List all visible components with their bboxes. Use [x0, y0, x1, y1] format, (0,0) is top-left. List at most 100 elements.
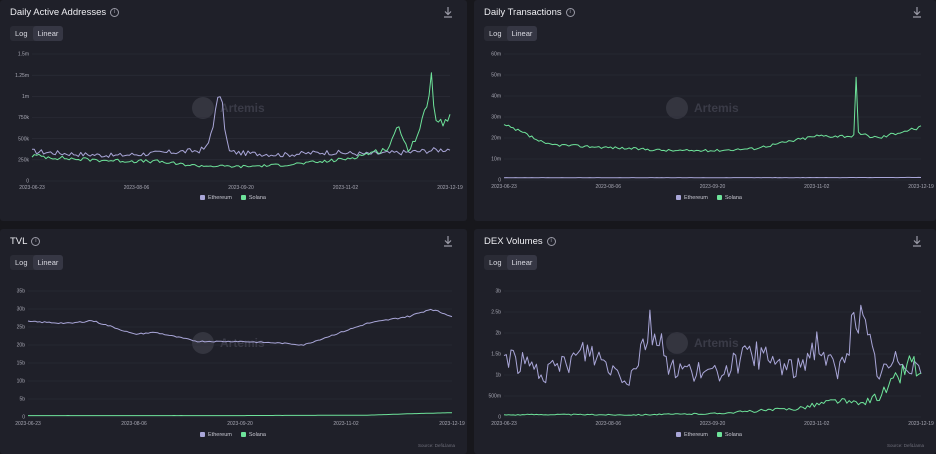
y-tick-label: 0 [22, 415, 25, 421]
x-tick-label: 2023-11-02 [333, 421, 358, 427]
x-tick-label: 2023-06-23 [19, 185, 45, 191]
legend-item-solana[interactable]: Solana [240, 432, 266, 438]
y-tick-label: 10m [491, 157, 501, 163]
x-tick-label: 2023-08-06 [121, 421, 147, 427]
x-tick-label: 2023-11-02 [333, 185, 358, 191]
x-tick-label: 2023-12-19 [908, 421, 934, 427]
legend: Ethereum Solana [200, 195, 266, 201]
chart-panel-daily-transactions: Daily Transactions i Log Linear Artemis … [474, 0, 936, 221]
y-tick-label: 500m [488, 394, 501, 400]
legend-item-solana[interactable]: Solana [716, 195, 742, 201]
series-line-ethereum[interactable] [503, 304, 922, 386]
y-tick-label: 3b [495, 289, 501, 295]
info-icon[interactable]: i [31, 237, 41, 246]
scale-linear-button[interactable]: Linear [506, 26, 538, 41]
chart-panel-tvl: TVL i Log Linear Artemis 0 5b 10b 15b 20b 25b… [0, 229, 467, 454]
gridlines [32, 53, 450, 182]
gridlines [28, 290, 452, 418]
gridlines [504, 53, 921, 181]
series-line-ethereum[interactable] [27, 308, 453, 346]
y-tick-label: 0 [498, 415, 501, 421]
legend-item-ethereum[interactable]: Ethereum [200, 432, 232, 438]
legend-item-ethereum[interactable]: Ethereum [200, 195, 232, 201]
scale-log-button[interactable]: Log [489, 29, 502, 38]
series-line-ethereum[interactable] [32, 96, 451, 158]
series-line-solana[interactable] [503, 355, 922, 416]
y-tick-label: 30m [491, 115, 501, 121]
source-note: Source: DefiLlama [886, 443, 924, 448]
series-line-solana[interactable] [28, 412, 453, 417]
series-line-solana[interactable] [503, 76, 922, 153]
y-tick-label: 15b [17, 361, 26, 367]
chart-title-text: Daily Transactions [484, 7, 562, 18]
scale-toggle: Log Linear [10, 26, 64, 41]
y-tick-label: 1b [495, 373, 501, 379]
scale-toggle: Log Linear [10, 255, 64, 270]
y-tick-label: 60m [491, 52, 501, 58]
info-icon[interactable]: i [110, 8, 120, 17]
y-tick-label: 0 [498, 178, 501, 184]
info-icon[interactable]: i [546, 237, 556, 246]
legend-item-ethereum[interactable]: Ethereum [676, 195, 708, 201]
chart-title: DEX Volumes i [484, 236, 556, 247]
x-tick-label: 2023-12-19 [439, 421, 465, 427]
chart-panel-daily-active-addresses: Daily Active Addresses i Log Linear Arte… [0, 0, 467, 221]
x-tick-label: 2023-06-23 [491, 184, 517, 190]
download-icon[interactable] [912, 6, 922, 18]
series-line-solana[interactable] [31, 72, 451, 169]
legend-item-solana[interactable]: Solana [716, 432, 742, 438]
scale-linear-button[interactable]: Linear [32, 26, 64, 41]
x-tick-label: 2023-09-20 [700, 184, 726, 190]
download-icon[interactable] [443, 6, 453, 18]
scale-linear-button[interactable]: Linear [506, 255, 538, 270]
chart-plot: 0 500m 1b 1.5b 2b 2.5b 3b 2023-06-23 2023-08-06 2… [488, 289, 934, 427]
chart-title-text: TVL [10, 236, 28, 247]
y-tick-label: 20m [491, 136, 501, 142]
y-tick-label: 250k [18, 158, 29, 164]
y-tick-label: 20b [17, 343, 26, 349]
x-tick-label: 2023-11-02 [804, 421, 829, 427]
y-tick-label: 1.5b [491, 352, 501, 358]
x-tick-label: 2023-09-20 [700, 421, 726, 427]
chart-plot: 0 5b 10b 15b 20b 25b 30b 35b 2023-06-23 2023-08-0… [15, 289, 465, 427]
y-tick-label: 2.5b [491, 310, 501, 316]
y-tick-label: 30b [17, 307, 26, 313]
download-icon[interactable] [443, 235, 453, 247]
chart-panel-dex-volumes: DEX Volumes i Log Linear Artemis 0 500m 1b… [474, 229, 936, 454]
legend: Ethereum Solana [200, 432, 266, 438]
y-tick-label: 1.5m [18, 52, 29, 58]
y-tick-label: 10b [17, 379, 26, 385]
chart-title-text: Daily Active Addresses [10, 7, 107, 18]
scale-log-button[interactable]: Log [15, 29, 28, 38]
chart-title: Daily Active Addresses i [10, 7, 120, 18]
x-tick-label: 2023-11-02 [804, 184, 829, 190]
chart-title-text: DEX Volumes [484, 236, 543, 247]
gridlines [504, 290, 921, 418]
scale-log-button[interactable]: Log [489, 258, 502, 267]
x-tick-label: 2023-06-23 [491, 421, 517, 427]
chart-plot: 0 10m 20m 30m 40m 50m 60m 2023-06-23 2023-08-06 2… [491, 52, 934, 190]
scale-toggle: Log Linear [484, 26, 538, 41]
scale-log-button[interactable]: Log [15, 258, 28, 267]
y-tick-label: 40m [491, 94, 501, 100]
y-tick-label: 0 [26, 179, 29, 185]
x-tick-label: 2023-08-06 [595, 184, 621, 190]
legend-item-solana[interactable]: Solana [240, 195, 266, 201]
legend: Ethereum Solana [676, 195, 742, 201]
scale-linear-button[interactable]: Linear [32, 255, 64, 270]
legend-item-ethereum[interactable]: Ethereum [676, 432, 708, 438]
info-icon[interactable]: i [565, 8, 575, 17]
legend: Ethereum Solana [676, 432, 742, 438]
y-tick-label: 750k [18, 115, 29, 121]
y-tick-label: 1m [22, 94, 29, 100]
x-tick-label: 2023-12-19 [437, 185, 463, 191]
y-tick-label: 1.25m [15, 73, 29, 79]
download-icon[interactable] [912, 235, 922, 247]
x-tick-label: 2023-06-23 [15, 421, 41, 427]
source-note: Source: DefiLlama [417, 443, 455, 448]
y-tick-label: 5b [19, 397, 25, 403]
y-tick-label: 25b [17, 325, 26, 331]
chart-title: Daily Transactions i [484, 7, 575, 18]
y-tick-label: 2b [495, 331, 501, 337]
x-tick-label: 2023-09-20 [228, 185, 254, 191]
